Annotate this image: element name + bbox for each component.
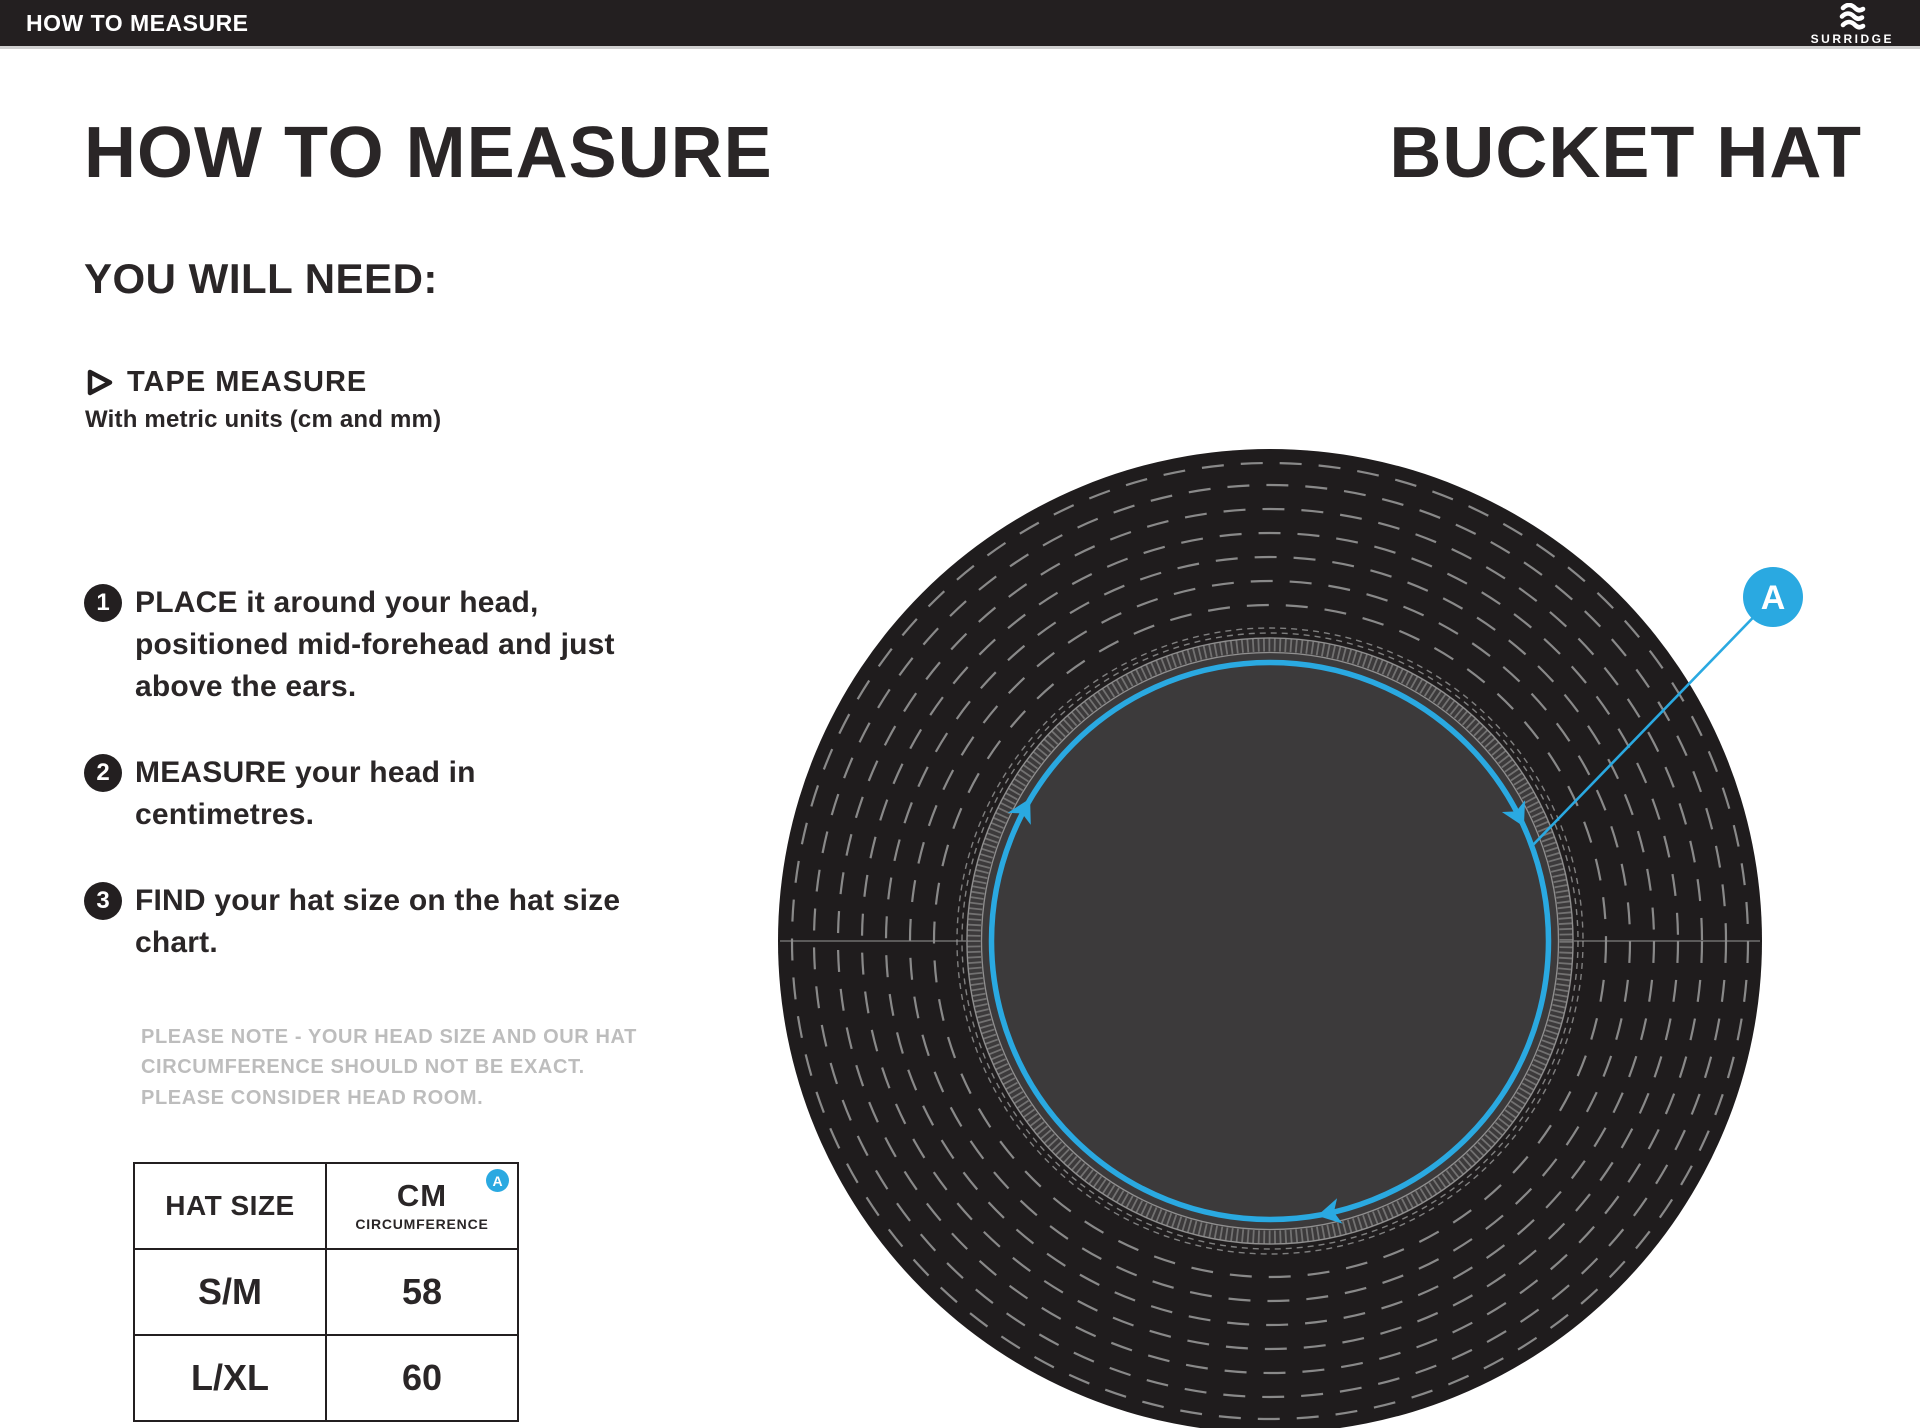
step-1-number-badge: 1 [84,584,122,622]
hat-crown [966,637,1574,1245]
step-3-text: FIND your hat size on the hat size chart… [135,884,621,959]
tape-measure-note: With metric units (cm and mm) [85,406,442,433]
band-outer-edge [966,637,1574,1245]
note-line-3: PLEASE CONSIDER HEAD ROOM. [141,1086,484,1109]
tape-measure-item: TAPE MEASURE [86,366,367,399]
header-cm-sub: CIRCUMFERENCE [355,1215,489,1232]
marker-a-badge [1743,567,1803,627]
band-inner-edge [980,651,1560,1231]
topbar-title: HOW TO MEASURE [26,9,249,36]
size-lxl-cell: L/XL [133,1334,327,1422]
step-1-text: PLACE it around your head, positioned mi… [135,586,615,703]
table-header-row: HAT SIZE CM CIRCUMFERENCE A [133,1162,519,1250]
step-3-number-badge: 3 [84,882,122,920]
band-outer-stitch [956,627,1584,1255]
disclaimer-note: PLEASE NOTE - YOUR HEAD SIZE AND OUR HAT… [141,1022,637,1113]
marker-a-label: A [1761,579,1786,617]
table-row: S/M 58 [133,1248,519,1336]
surridge-s-icon [1840,3,1866,30]
header-cm: CM CIRCUMFERENCE A [325,1162,519,1250]
brand-name: SURRIDGE [1810,32,1894,46]
top-bar: HOW TO MEASURE SURRIDGE [0,0,1920,49]
header-hat-size: HAT SIZE [133,1162,327,1250]
brand-logo: SURRIDGE [1811,3,1894,45]
marker-leader-line [1530,596,1774,848]
size-lxl-cm-cell: 60 [325,1334,519,1422]
page-title: HOW TO MEASURE [84,113,773,193]
step-2-text: MEASURE your head in centimetres. [135,756,476,831]
note-line-2: CIRCUMFERENCE SHOULD NOT BE EXACT. [141,1056,585,1079]
step-1: 1 PLACE it around your head, positioned … [84,582,644,708]
hat-size-table: HAT SIZE CM CIRCUMFERENCE A S/M 58 L/XL … [133,1162,519,1422]
step-2: 2 MEASURE your head in centimetres. [84,752,644,836]
arrowhead-left [1007,798,1031,825]
arrowhead-bottom [1317,1198,1343,1224]
header-cm-main: CM [396,1178,448,1214]
triangle-bullet-icon [87,369,113,396]
you-will-need-heading: YOU WILL NEED: [84,255,438,302]
size-sm-cm-cell: 58 [325,1248,519,1336]
table-row: L/XL 60 [133,1334,519,1422]
product-title: BUCKET HAT [1389,113,1862,193]
step-2-number-badge: 2 [84,754,122,792]
table-marker-a-badge: A [486,1169,509,1192]
brim-stitching [790,461,1750,1421]
size-sm-cell: S/M [133,1248,327,1336]
step-3: 3 FIND your hat size on the hat size cha… [84,880,644,964]
arrowhead-right [1501,800,1526,827]
measurement-circle [988,659,1552,1223]
measurement-arrows [1007,798,1526,1224]
band-ticks [967,638,1573,1244]
note-line-1: PLEASE NOTE - YOUR HEAD SIZE AND OUR HAT [141,1026,637,1048]
tape-measure-label: TAPE MEASURE [127,366,368,398]
steps-list: 1 PLACE it around your head, positioned … [84,582,644,1008]
